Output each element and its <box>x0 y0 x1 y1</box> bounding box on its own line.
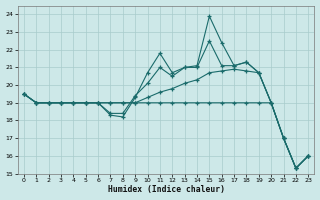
X-axis label: Humidex (Indice chaleur): Humidex (Indice chaleur) <box>108 185 225 194</box>
